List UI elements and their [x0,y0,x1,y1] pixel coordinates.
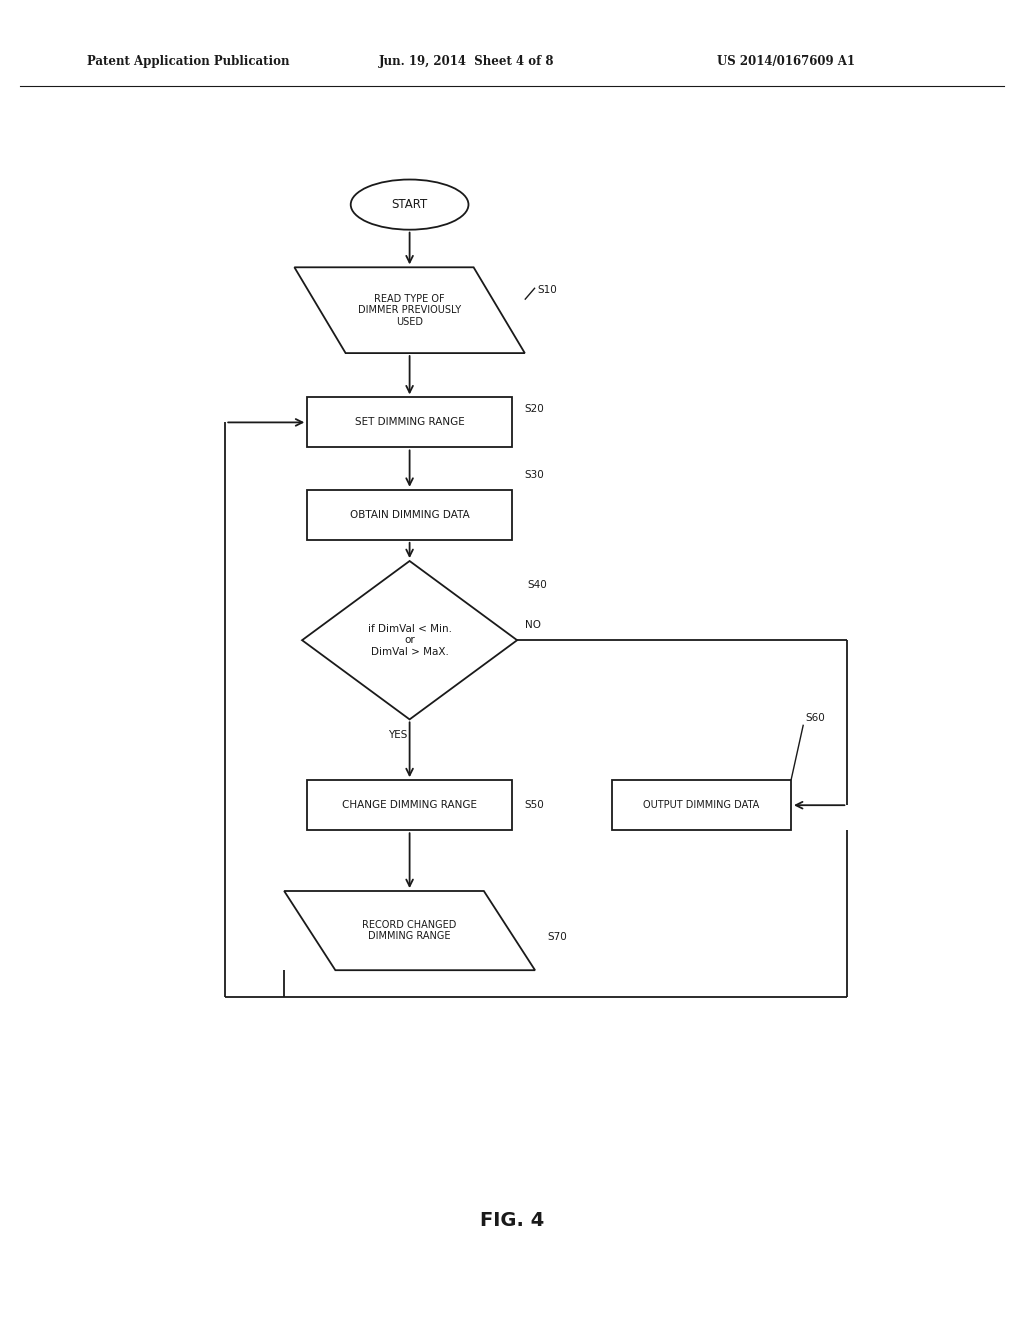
Text: if DimVal < Min.
or
DimVal > MaX.: if DimVal < Min. or DimVal > MaX. [368,623,452,657]
Text: S20: S20 [524,404,544,414]
Text: Patent Application Publication: Patent Application Publication [87,54,290,67]
Text: YES: YES [388,730,407,741]
Text: Jun. 19, 2014  Sheet 4 of 8: Jun. 19, 2014 Sheet 4 of 8 [379,54,554,67]
Text: START: START [391,198,428,211]
Text: OUTPUT DIMMING DATA: OUTPUT DIMMING DATA [643,800,760,810]
Text: SET DIMMING RANGE: SET DIMMING RANGE [354,417,465,428]
Text: RECORD CHANGED
DIMMING RANGE: RECORD CHANGED DIMMING RANGE [362,920,457,941]
Text: S30: S30 [524,470,544,480]
Text: FIG. 4: FIG. 4 [480,1212,544,1230]
Text: S60: S60 [806,713,825,723]
Text: CHANGE DIMMING RANGE: CHANGE DIMMING RANGE [342,800,477,810]
Bar [307,780,512,830]
Bar [612,780,791,830]
Text: S70: S70 [548,932,567,942]
Text: S40: S40 [527,579,547,590]
Text: US 2014/0167609 A1: US 2014/0167609 A1 [717,54,855,67]
Bar [307,397,512,447]
Text: S10: S10 [538,285,557,296]
Text: READ TYPE OF
DIMMER PREVIOUSLY
USED: READ TYPE OF DIMMER PREVIOUSLY USED [358,293,461,327]
Bar [307,490,512,540]
Text: OBTAIN DIMMING DATA: OBTAIN DIMMING DATA [350,510,469,520]
Text: S50: S50 [524,800,544,810]
Text: NO: NO [525,619,542,630]
